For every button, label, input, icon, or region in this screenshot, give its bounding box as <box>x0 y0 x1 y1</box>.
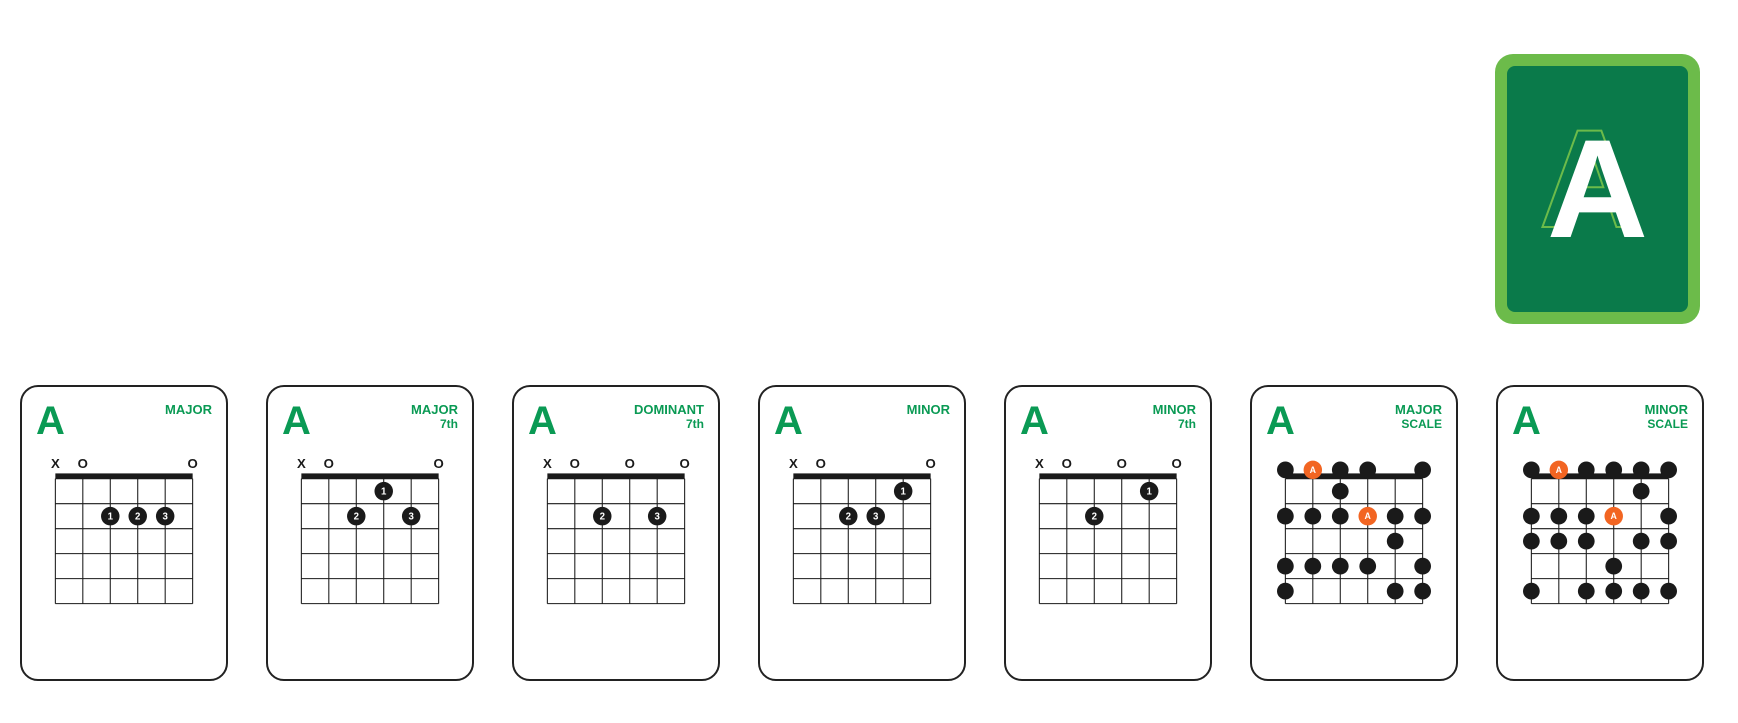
chord-card: A MAJOR7th X O O 1 2 3 <box>266 385 474 681</box>
card-header: A MINOR <box>774 401 950 447</box>
card-title: MINORSCALE <box>1645 401 1688 432</box>
svg-text:A: A <box>1310 465 1317 475</box>
card-letter: A <box>774 401 803 441</box>
svg-text:2: 2 <box>1092 512 1097 523</box>
svg-text:3: 3 <box>408 512 414 523</box>
card-title: MINOR7th <box>1153 401 1196 432</box>
card-title-line1: MINOR <box>1153 403 1196 418</box>
card-letter: A <box>1512 401 1541 441</box>
svg-text:3: 3 <box>162 512 168 523</box>
cards-row: AMAJORXOO123AMAJOR7thXOO123ADOMINANT7thX… <box>20 385 1718 681</box>
card-title-line1: MAJOR <box>1395 403 1442 418</box>
card-title-line2: 7th <box>411 418 458 432</box>
diagram: X O O 1 2 3 <box>282 447 458 669</box>
card-header: A MAJORSCALE <box>1266 401 1442 447</box>
card-letter: A <box>1020 401 1049 441</box>
chord-card: A DOMINANT7th X O O O 2 3 <box>512 385 720 681</box>
svg-text:O: O <box>1117 456 1127 471</box>
svg-text:X: X <box>297 456 306 471</box>
key-letter: A <box>1547 108 1648 270</box>
svg-text:1: 1 <box>381 487 387 498</box>
svg-text:X: X <box>51 456 60 471</box>
diagram: X O O 1 2 3 <box>36 447 212 669</box>
svg-text:2: 2 <box>846 512 851 523</box>
svg-text:O: O <box>625 456 635 471</box>
scale-diagram-svg: AA <box>1266 447 1442 623</box>
card-title-line2: SCALE <box>1645 418 1688 432</box>
chord-card: AMINORSCALEAA <box>1496 385 1704 681</box>
diagram: X O O 1 2 3 <box>774 447 950 669</box>
svg-text:2: 2 <box>354 512 359 523</box>
card-title-line1: MINOR <box>1645 403 1688 418</box>
scale-diagram-svg: AA <box>1512 447 1688 623</box>
chord-diagram-svg: X O O 1 2 3 <box>774 447 950 623</box>
svg-text:O: O <box>816 456 826 471</box>
svg-text:3: 3 <box>873 512 879 523</box>
card-letter: A <box>1266 401 1295 441</box>
page: A A AMAJORXOO123AMAJOR7thXOO123ADOMINANT… <box>0 0 1738 723</box>
svg-text:X: X <box>789 456 798 471</box>
svg-text:O: O <box>188 456 198 471</box>
chord-card: A MAJOR X O O 1 2 3 <box>20 385 228 681</box>
svg-text:O: O <box>78 456 88 471</box>
card-title-line2: 7th <box>634 418 704 432</box>
svg-text:1: 1 <box>108 512 114 523</box>
svg-text:O: O <box>434 456 444 471</box>
card-title: MAJOR <box>165 401 212 418</box>
card-title: MAJORSCALE <box>1395 401 1442 432</box>
card-letter: A <box>36 401 65 441</box>
card-title-line1: MINOR <box>907 403 950 418</box>
svg-text:O: O <box>570 456 580 471</box>
chord-diagram-svg: X O O O 1 2 <box>1020 447 1196 623</box>
svg-text:1: 1 <box>1146 487 1152 498</box>
svg-text:3: 3 <box>654 512 660 523</box>
card-title: MINOR <box>907 401 950 418</box>
diagram: X O O O 2 3 <box>528 447 704 669</box>
card-header: A MINORSCALE <box>1512 401 1688 447</box>
chord-diagram-svg: X O O 1 2 3 <box>282 447 458 623</box>
svg-text:A: A <box>1556 465 1563 475</box>
svg-text:X: X <box>1035 456 1044 471</box>
chord-card: A MINOR7th X O O O 1 2 <box>1004 385 1212 681</box>
chord-card: A MINOR X O O 1 2 3 <box>758 385 966 681</box>
card-title: MAJOR7th <box>411 401 458 432</box>
diagram: AA <box>1512 447 1688 669</box>
card-header: A MAJOR <box>36 401 212 447</box>
chord-card: AMAJORSCALEAA <box>1250 385 1458 681</box>
chord-diagram-svg: X O O O 2 3 <box>528 447 704 623</box>
svg-text:O: O <box>324 456 334 471</box>
card-letter: A <box>282 401 311 441</box>
diagram: AA <box>1266 447 1442 669</box>
chord-diagram-svg: X O O 1 2 3 <box>36 447 212 623</box>
card-title-line1: DOMINANT <box>634 403 704 418</box>
svg-text:2: 2 <box>600 512 605 523</box>
card-header: A MINOR7th <box>1020 401 1196 447</box>
card-title-line1: MAJOR <box>411 403 458 418</box>
svg-text:2: 2 <box>135 512 140 523</box>
card-header: A DOMINANT7th <box>528 401 704 447</box>
card-letter: A <box>528 401 557 441</box>
svg-text:1: 1 <box>900 487 906 498</box>
card-title: DOMINANT7th <box>634 401 704 432</box>
key-card: A A <box>1495 54 1700 324</box>
svg-text:A: A <box>1611 511 1618 521</box>
svg-text:A: A <box>1365 511 1372 521</box>
key-card-inner: A A <box>1507 66 1688 312</box>
svg-text:O: O <box>1062 456 1072 471</box>
diagram: X O O O 1 2 <box>1020 447 1196 669</box>
svg-text:O: O <box>926 456 936 471</box>
card-header: A MAJOR7th <box>282 401 458 447</box>
svg-text:O: O <box>680 456 690 471</box>
card-title-line1: MAJOR <box>165 403 212 418</box>
svg-text:X: X <box>543 456 552 471</box>
card-title-line2: SCALE <box>1395 418 1442 432</box>
svg-text:O: O <box>1172 456 1182 471</box>
card-title-line2: 7th <box>1153 418 1196 432</box>
